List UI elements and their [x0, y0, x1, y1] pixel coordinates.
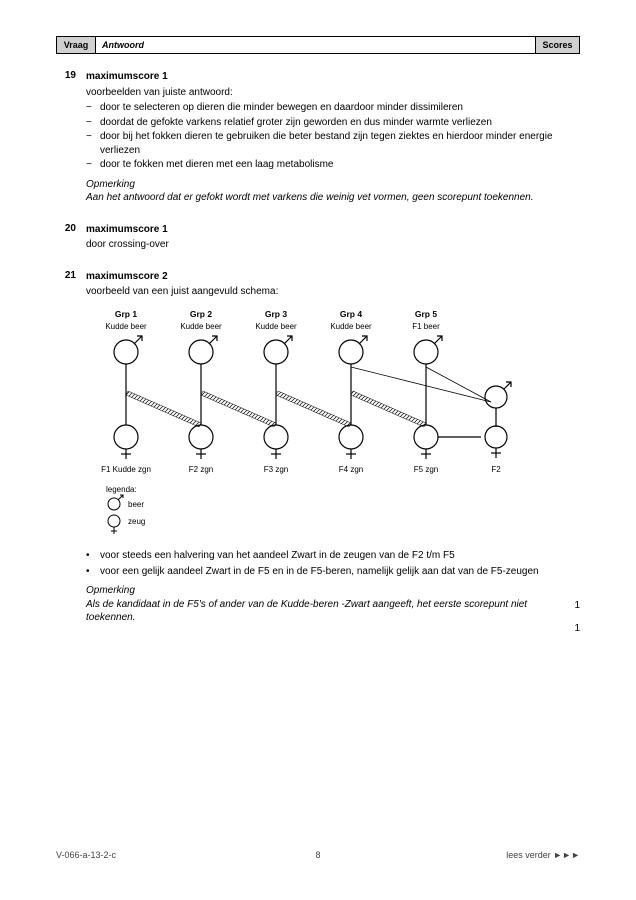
zeug-label: F2 zgn — [189, 465, 213, 474]
question-21: 21 maximumscore 2 voorbeeld van een juis… — [56, 270, 580, 634]
question-number: 21 — [56, 270, 86, 634]
remark-title: Opmerking — [86, 178, 560, 192]
question-body: maximumscore 1 door crossing-over — [86, 223, 560, 252]
page-number: 8 — [315, 850, 320, 860]
remark-title: Opmerking — [86, 584, 560, 598]
col-title: Grp 5 — [415, 309, 437, 319]
col-title: Grp 3 — [265, 309, 287, 319]
question-number: 19 — [56, 70, 86, 205]
bullet-icon: • — [86, 565, 100, 579]
score-column — [560, 70, 580, 205]
col-sub: F1 beer — [412, 322, 440, 331]
remark-body: Aan het antwoord dat er gefokt wordt met… — [86, 191, 560, 205]
question-body: maximumscore 1 voorbeelden van juiste an… — [86, 70, 560, 205]
question-19: 19 maximumscore 1 voorbeelden van juiste… — [56, 70, 580, 205]
extra-zeug-label: F2 — [491, 465, 501, 474]
zeug-circle — [264, 425, 288, 449]
col-sub: Kudde beer — [180, 322, 222, 331]
col-title: Grp 4 — [340, 309, 362, 319]
legend-title: legenda: — [106, 485, 137, 494]
bullet-icon: • — [86, 549, 100, 563]
answer-item: door te fokken met dieren met een laag m… — [86, 158, 560, 172]
header-bar: Vraag Antwoord Scores — [56, 36, 580, 54]
col-sub: Kudde beer — [330, 322, 372, 331]
extra-pair: F2 — [438, 382, 511, 474]
answer-line: door crossing-over — [86, 238, 560, 252]
content-area: 19 maximumscore 1 voorbeelden van juiste… — [56, 70, 580, 652]
answer-list: door te selecteren op dieren die minder … — [86, 101, 560, 172]
page-footer: V-066-a-13-2-c 8 lees verder ►►► — [56, 850, 580, 860]
max-score: maximumscore 1 — [86, 70, 560, 84]
answer-subtitle: voorbeeld van een juist aangevuld schema… — [86, 285, 560, 299]
score-column — [560, 223, 580, 252]
zeug-circle — [414, 425, 438, 449]
legend: legenda: beer zeug — [106, 485, 145, 534]
question-number: 20 — [56, 223, 86, 252]
score-column: 1 1 — [560, 270, 580, 634]
mating-bars — [126, 367, 491, 427]
col-sub: Kudde beer — [105, 322, 147, 331]
score-bullet: • voor een gelijk aandeel Zwart in de F5… — [86, 565, 560, 579]
zeug-label: F3 zgn — [264, 465, 288, 474]
answer-item: door te selecteren op dieren die minder … — [86, 101, 560, 115]
zeug-circle — [189, 425, 213, 449]
score-bullet: • voor steeds een halvering van het aand… — [86, 549, 560, 563]
zeug-circle — [339, 425, 363, 449]
col-sub: Kudde beer — [255, 322, 297, 331]
remark-body: Als de kandidaat in de F5's of ander van… — [86, 598, 560, 625]
answer-item: doordat de gefokte varkens relatief grot… — [86, 116, 560, 130]
question-20: 20 maximumscore 1 door crossing-over — [56, 223, 580, 252]
header-vraag: Vraag — [56, 36, 96, 54]
zeug-label: F1 Kudde zgn — [101, 465, 151, 474]
zeug-label: F4 zgn — [339, 465, 363, 474]
legend-label: beer — [128, 500, 144, 509]
header-scores: Scores — [536, 36, 580, 54]
header-antwoord: Antwoord — [96, 36, 536, 54]
footer-right: lees verder ►►► — [506, 850, 580, 860]
bullet-text: voor een gelijk aandeel Zwart in de F5 e… — [100, 565, 560, 579]
zeug-circle — [114, 425, 138, 449]
col-title: Grp 2 — [190, 309, 212, 319]
question-body: maximumscore 2 voorbeeld van een juist a… — [86, 270, 560, 634]
score-bullets: • voor steeds een halvering van het aand… — [86, 549, 560, 578]
legend-label: zeug — [128, 517, 145, 526]
score-value: 1 — [560, 600, 580, 611]
zeug-label: F5 zgn — [414, 465, 438, 474]
max-score: maximumscore 1 — [86, 223, 560, 237]
col-title: Grp 1 — [115, 309, 137, 319]
answer-item: door bij het fokken dieren te gebruiken … — [86, 130, 560, 157]
bullet-text: voor steeds een halvering van het aandee… — [100, 549, 560, 563]
max-score: maximumscore 2 — [86, 270, 560, 284]
pedigree-diagram: Grp 1 Kudde beer F1 Kudde zgn — [86, 307, 560, 542]
answer-subtitle: voorbeelden van juiste antwoord: — [86, 86, 560, 100]
footer-left: V-066-a-13-2-c — [56, 850, 116, 860]
score-value: 1 — [560, 623, 580, 634]
